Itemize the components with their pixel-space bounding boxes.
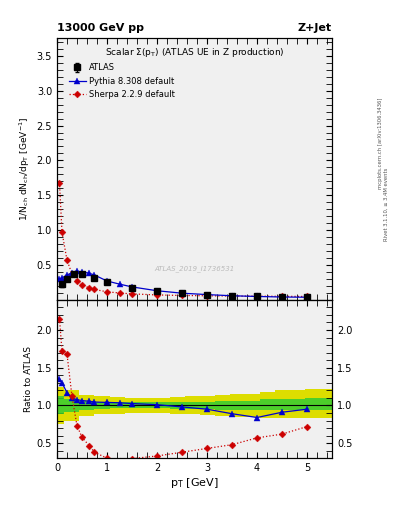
Pythia 8.308 default bbox=[105, 278, 109, 284]
Legend: ATLAS, Pythia 8.308 default, Sherpa 2.2.9 default: ATLAS, Pythia 8.308 default, Sherpa 2.2.… bbox=[67, 61, 178, 101]
Sherpa 2.2.9 default bbox=[92, 286, 97, 292]
Pythia 8.308 default bbox=[255, 293, 259, 300]
Sherpa 2.2.9 default bbox=[80, 282, 84, 288]
Pythia 8.308 default bbox=[87, 270, 92, 276]
Sherpa 2.2.9 default bbox=[87, 285, 92, 291]
Pythia 8.308 default bbox=[75, 268, 79, 274]
Pythia 8.308 default bbox=[280, 294, 285, 300]
Line: Pythia 8.308 default: Pythia 8.308 default bbox=[57, 268, 310, 300]
Text: Scalar $\Sigma$(p$_\mathsf{T}$) (ATLAS UE in Z production): Scalar $\Sigma$(p$_\mathsf{T}$) (ATLAS U… bbox=[105, 46, 285, 59]
Pythia 8.308 default bbox=[92, 272, 97, 278]
Sherpa 2.2.9 default bbox=[75, 278, 79, 284]
Pythia 8.308 default bbox=[305, 294, 309, 301]
Pythia 8.308 default bbox=[230, 293, 234, 299]
Sherpa 2.2.9 default bbox=[70, 271, 74, 277]
Text: Z+Jet: Z+Jet bbox=[298, 23, 332, 33]
Pythia 8.308 default bbox=[60, 275, 64, 281]
Sherpa 2.2.9 default bbox=[130, 291, 134, 297]
Pythia 8.308 default bbox=[180, 290, 184, 296]
Sherpa 2.2.9 default bbox=[155, 292, 160, 298]
Text: Rivet 3.1.10, ≥ 3.4M events: Rivet 3.1.10, ≥ 3.4M events bbox=[384, 168, 388, 242]
Sherpa 2.2.9 default bbox=[305, 293, 309, 300]
Pythia 8.308 default bbox=[57, 276, 62, 282]
Pythia 8.308 default bbox=[130, 284, 134, 290]
Sherpa 2.2.9 default bbox=[255, 293, 259, 299]
Text: mcplots.cern.ch [arXiv:1306.3436]: mcplots.cern.ch [arXiv:1306.3436] bbox=[378, 98, 383, 189]
Sherpa 2.2.9 default bbox=[64, 257, 69, 263]
Text: 13000 GeV pp: 13000 GeV pp bbox=[57, 23, 144, 33]
Sherpa 2.2.9 default bbox=[60, 229, 64, 235]
Sherpa 2.2.9 default bbox=[230, 293, 234, 299]
Y-axis label: Ratio to ATLAS: Ratio to ATLAS bbox=[24, 346, 33, 412]
Sherpa 2.2.9 default bbox=[280, 293, 285, 300]
Pythia 8.308 default bbox=[155, 288, 160, 294]
Pythia 8.308 default bbox=[205, 291, 209, 297]
Y-axis label: 1/N$_{\mathsf{ch}}$ dN$_{\mathsf{ch}}$/dp$_{\mathsf{T}}$ [GeV$^{-1}$]: 1/N$_{\mathsf{ch}}$ dN$_{\mathsf{ch}}$/d… bbox=[18, 117, 33, 221]
Sherpa 2.2.9 default bbox=[57, 180, 62, 186]
Text: ATLAS_2019_I1736531: ATLAS_2019_I1736531 bbox=[154, 265, 235, 272]
Sherpa 2.2.9 default bbox=[180, 292, 184, 298]
Pythia 8.308 default bbox=[64, 272, 69, 278]
Line: Sherpa 2.2.9 default: Sherpa 2.2.9 default bbox=[57, 180, 310, 299]
Pythia 8.308 default bbox=[80, 269, 84, 275]
Sherpa 2.2.9 default bbox=[117, 290, 122, 296]
X-axis label: p$_\mathsf{T}$ [GeV]: p$_\mathsf{T}$ [GeV] bbox=[170, 476, 219, 490]
Sherpa 2.2.9 default bbox=[205, 293, 209, 299]
Pythia 8.308 default bbox=[117, 281, 122, 287]
Sherpa 2.2.9 default bbox=[105, 289, 109, 295]
Pythia 8.308 default bbox=[70, 269, 74, 275]
